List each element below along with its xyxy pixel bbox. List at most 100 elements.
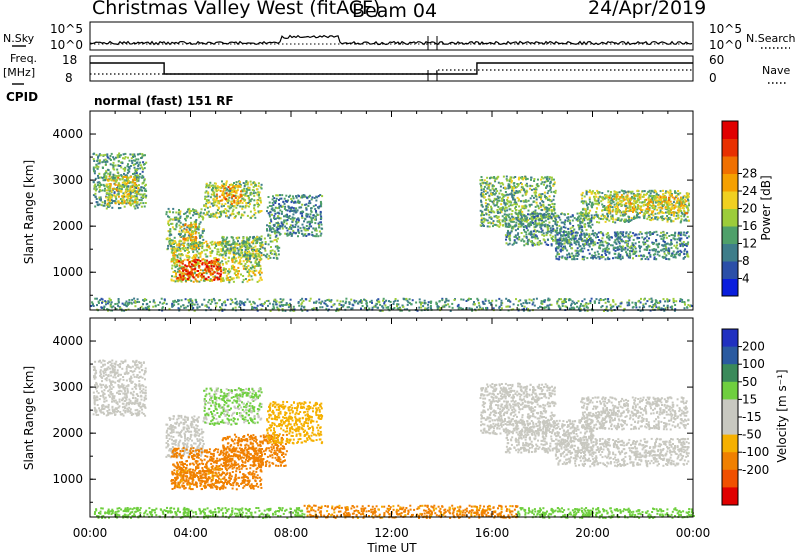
data-cell [107,189,110,192]
data-cell [246,183,249,186]
data-cell [486,191,489,194]
data-cell [509,220,512,223]
data-cell [102,160,105,163]
data-cell [537,213,540,216]
data-cell [604,195,607,197]
data-cell [180,261,183,264]
data-cell [253,209,256,212]
data-cell [684,256,686,259]
data-cell [141,194,144,197]
data-cell [219,187,222,190]
data-cell [209,181,212,184]
data-cell [623,235,626,238]
data-cell [632,248,635,251]
data-cell [669,192,672,195]
data-cell [672,237,675,240]
data-cell [92,194,95,197]
data-cell [575,243,578,246]
data-cell [117,160,120,163]
data-cell [290,208,293,211]
data-cell [248,198,251,201]
data-cell [231,212,234,215]
data-cell [261,243,264,246]
data-cell [508,185,511,188]
data-cell [587,240,589,243]
data-cell [620,240,623,243]
data-cell [547,179,550,182]
data-cell [247,258,250,261]
data-cell [544,219,547,222]
data-cell [114,176,117,179]
data-cell [252,186,255,189]
data-cell [509,200,512,203]
data-cell [554,234,557,237]
data-cell [188,262,190,265]
data-cell [480,200,483,203]
data-cell [136,180,139,183]
data-cell [93,169,95,172]
data-cell [220,270,223,273]
data-cell [569,215,572,218]
data-cell [530,178,532,181]
data-cell [591,254,594,257]
data-cell [92,153,95,156]
data-cell [559,230,562,233]
data-cell [578,238,581,241]
data-cell [606,217,609,219]
data-cell [493,185,495,188]
data-cell [267,234,270,237]
station-title: Christmas Valley West (fitACF) [92,0,380,19]
data-cell [116,189,118,192]
data-cell [621,247,624,250]
data-cell [259,258,262,261]
data-cell [558,216,561,219]
data-cell [231,257,234,260]
data-cell [137,153,140,156]
data-cell [127,190,130,193]
data-cell [178,240,181,243]
data-cell [552,214,555,217]
data-cell [651,233,654,235]
data-cell [136,178,139,181]
data-cell [617,256,620,258]
data-cell [109,159,112,161]
data-cell [223,188,226,191]
data-cell [132,173,134,175]
data-cell [120,201,123,204]
data-cell [504,194,507,197]
data-cell [628,239,631,242]
data-cell [669,243,672,246]
data-cell [236,195,239,198]
data-cell [595,233,598,236]
data-cell [105,177,108,180]
data-cell [231,258,234,261]
data-cell [635,254,638,257]
data-cell [648,207,651,210]
data-cell [539,196,542,199]
data-cell [300,229,303,232]
data-cell [176,256,179,259]
data-cell [240,256,243,259]
data-cell [222,190,225,193]
data-cell [269,250,272,253]
data-cell [226,248,229,251]
data-cell [580,200,583,203]
data-cell [480,191,483,194]
data-cell [203,277,206,280]
data-cell [493,179,496,182]
data-cell [207,199,210,202]
data-cell [546,228,549,231]
data-cell [189,265,192,268]
data-cell [109,187,112,190]
data-cell [268,215,271,218]
data-cell [480,199,482,202]
data-cell [288,195,290,198]
data-cell [315,195,318,198]
data-cell [269,218,272,221]
data-cell [235,203,238,205]
data-cell [198,261,201,264]
data-cell [619,255,622,258]
data-cell [318,230,321,233]
data-cell [202,272,205,274]
data-cell [591,229,594,232]
